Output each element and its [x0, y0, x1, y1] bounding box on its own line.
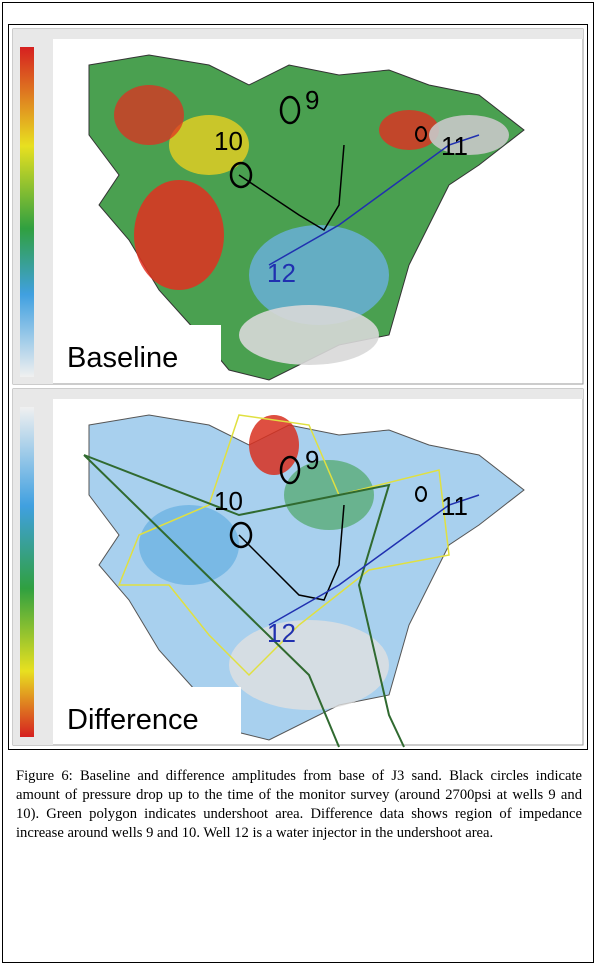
panel-ruler [13, 389, 583, 399]
panel-label: Baseline [67, 342, 178, 374]
panel-ruler [13, 29, 583, 39]
figure-box: 9 10 11 12 Baseline 9 10 11 12 Differenc… [8, 24, 588, 750]
panel-label: Difference [67, 704, 199, 736]
well-label: 11 [441, 491, 468, 521]
map-blob [249, 415, 299, 475]
well-label: 10 [214, 486, 243, 516]
well-label: 9 [305, 445, 319, 475]
map-blob [229, 620, 389, 710]
well-label: 11 [441, 131, 468, 161]
colorbar [20, 407, 34, 737]
map-blob [139, 505, 239, 585]
caption: Figure 6: Baseline and difference amplit… [16, 767, 582, 843]
colorbar [20, 47, 34, 377]
well-label: 12 [267, 258, 296, 288]
figure: 9 10 11 12 Baseline 9 10 11 12 Differenc… [9, 25, 587, 749]
map-blob [239, 305, 379, 365]
map-blob [379, 110, 439, 150]
map-blob [114, 85, 184, 145]
map-blob [134, 180, 224, 290]
well-label: 9 [305, 85, 319, 115]
well-label: 10 [214, 126, 243, 156]
well-label: 12 [267, 618, 296, 648]
baseline-panel: 9 10 11 12 Baseline [13, 29, 583, 384]
page: 9 10 11 12 Baseline 9 10 11 12 Differenc… [0, 0, 598, 967]
difference-panel: 9 10 11 12 Difference [13, 389, 583, 747]
